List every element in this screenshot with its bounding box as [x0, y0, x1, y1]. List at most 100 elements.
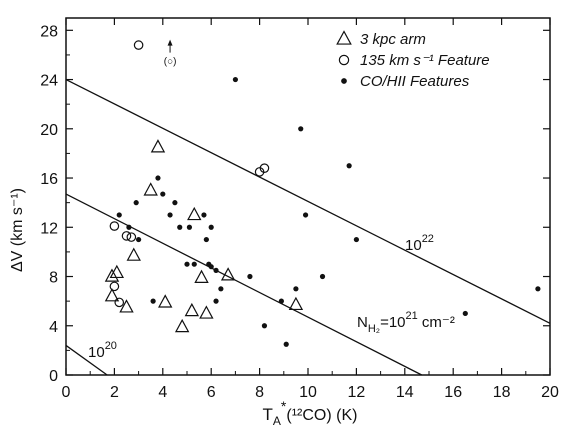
point-filled-circle — [293, 286, 299, 292]
point-filled-circle — [201, 212, 207, 218]
point-open-circle — [259, 163, 270, 173]
x-tick-label: 20 — [541, 384, 559, 401]
annotation-arrowhead — [167, 39, 173, 46]
point-open-circle — [109, 221, 120, 231]
point-triangle — [199, 305, 214, 319]
point-filled-circle — [184, 261, 190, 267]
x-tick-label: 14 — [396, 384, 414, 401]
point-open-circle — [133, 40, 144, 50]
point-triangle — [119, 299, 134, 313]
legend-marker — [341, 78, 347, 84]
legend-marker — [336, 30, 352, 45]
x-tick-label: 18 — [493, 384, 511, 401]
x-axis-label-sub: A — [273, 414, 281, 428]
point-triangle — [109, 264, 125, 279]
legend: 3 kpc arm 135 km s⁻¹ Feature CO/HII Featur… — [336, 30, 490, 90]
point-filled-circle — [462, 310, 468, 317]
line-label-base: 10 — [405, 237, 422, 254]
y-axis-label: ΔV (km s⁻¹) — [9, 188, 26, 272]
nh2-line-label: NH₂=1021 cm⁻² — [357, 310, 455, 335]
legend-entry: 135 km s⁻¹ Feature — [360, 52, 490, 69]
point-triangle — [126, 247, 141, 261]
y-tick-label: 0 — [49, 368, 58, 385]
point-filled-circle — [160, 191, 166, 197]
x-tick-label: 0 — [62, 384, 71, 401]
point-triangle — [194, 269, 209, 283]
plot-frame — [65, 17, 551, 376]
point-triangle — [104, 268, 120, 282]
legend-entry: CO/HII Features — [360, 73, 470, 90]
point-filled-circle — [298, 126, 304, 132]
point-triangle — [184, 302, 200, 317]
nh2-line — [65, 78, 551, 324]
point-filled-circle — [247, 273, 253, 280]
nh2-line — [65, 344, 108, 376]
y-tick-label: 20 — [40, 122, 58, 139]
nh2-line-label: 1022 — [405, 233, 434, 254]
y-tick-label: 8 — [49, 270, 58, 287]
point-open-circle — [121, 231, 132, 241]
nh2-line — [65, 193, 423, 376]
point-triangle — [143, 182, 158, 196]
x-tick-label: 8 — [255, 384, 264, 401]
point-filled-circle — [167, 212, 173, 218]
point-triangle — [187, 206, 202, 221]
point-triangle — [104, 288, 120, 302]
point-open-circle — [114, 297, 125, 308]
point-filled-circle — [186, 224, 193, 230]
point-filled-circle — [126, 224, 132, 230]
nh2-line-label: 1020 — [88, 340, 117, 361]
point-filled-circle — [302, 212, 309, 218]
x-axis-label-rest: (¹²CO) (K) — [286, 407, 357, 424]
point-filled-circle — [177, 224, 183, 230]
point-triangle — [288, 296, 304, 311]
annotations: (○) — [164, 39, 176, 68]
point-filled-circle — [116, 212, 122, 218]
point-filled-circle — [191, 261, 197, 267]
point-filled-circle — [172, 200, 178, 206]
line-label-base: N — [357, 314, 368, 331]
point-filled-circle — [208, 264, 214, 270]
point-filled-circle — [232, 76, 238, 83]
y-tick-label: 16 — [40, 171, 58, 188]
x-tick-label: 4 — [158, 384, 167, 401]
point-triangle — [220, 267, 236, 281]
x-tick-label: 16 — [444, 384, 462, 401]
point-triangle — [174, 318, 190, 333]
x-axis-label-sup: * — [281, 398, 287, 414]
point-filled-circle — [283, 341, 289, 347]
point-open-circle — [109, 281, 120, 292]
y-tick-label: 24 — [40, 73, 58, 90]
point-filled-circle — [353, 236, 359, 243]
point-filled-circle — [346, 163, 352, 169]
line-label-sup: 21 — [406, 310, 418, 322]
point-filled-circle — [155, 175, 161, 181]
x-tick-label: 12 — [348, 384, 366, 401]
point-filled-circle — [261, 323, 268, 329]
point-filled-circle — [136, 236, 142, 243]
point-open-circle — [126, 232, 137, 242]
y-tick-label: 28 — [40, 23, 58, 40]
line-label-sup: 22 — [422, 233, 434, 245]
x-tick-label: 10 — [299, 384, 317, 401]
point-filled-circle — [208, 224, 214, 230]
y-tick-label: 4 — [49, 319, 58, 336]
legend-marker — [338, 54, 350, 66]
point-filled-circle — [203, 236, 209, 243]
line-label-tail: cm⁻² — [418, 314, 455, 331]
legend-entry: 3 kpc arm — [360, 31, 426, 48]
line-label-base: 10 — [88, 344, 105, 361]
x-tick-label: 2 — [110, 384, 119, 401]
point-filled-circle — [213, 298, 219, 304]
x-axis-label: TA*(¹²CO) (K) — [263, 398, 358, 428]
data-points — [104, 40, 541, 347]
point-filled-circle — [133, 200, 139, 206]
point-filled-circle — [535, 286, 541, 292]
point-filled-circle — [218, 286, 224, 292]
point-triangle — [158, 294, 173, 308]
point-triangle — [150, 139, 166, 153]
line-label-sup: 20 — [105, 340, 117, 352]
